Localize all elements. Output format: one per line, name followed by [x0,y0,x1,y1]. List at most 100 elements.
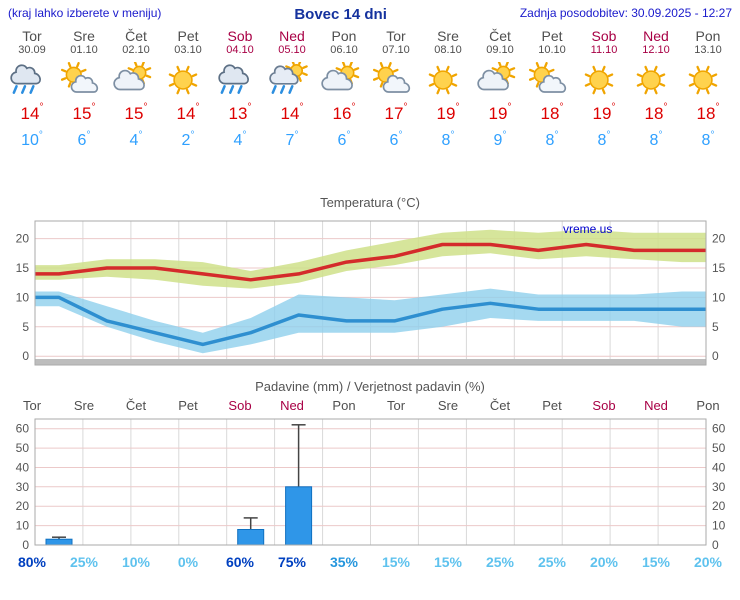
temp-ytick-left: 5 [22,320,29,334]
precip-bar [285,486,313,546]
day-date: 04.10 [226,44,254,56]
temperature-chart: 0 0 5 5 10 10 15 15 20 20 vreme.us [16,220,726,366]
forecast-day-30.09[interactable]: Tor 30.09 14° 10° [6,23,58,151]
precip-day-label: Tor [386,398,406,413]
temp-max: 17° [384,102,408,124]
day-name: Sob [227,28,253,44]
precip-day-label: Ned [280,398,304,413]
day-date: 03.10 [174,44,202,56]
precip-ytick-right: 10 [712,519,726,533]
precip-probability: 35% [329,554,359,570]
forecast-day-08.10[interactable]: Sre 08.10 19° 8° [422,23,474,151]
temp-max: 18° [644,102,668,124]
temp-min: 8° [441,130,455,150]
day-name: Sob [591,28,617,44]
precip-probability: 15% [433,554,463,570]
precip-day-label: Čet [125,398,147,413]
precip-day-label: Sob [228,398,252,413]
temp-max: 14° [176,102,200,124]
page-title: Bovec 14 dni [294,6,387,23]
day-name: Sre [73,28,95,44]
forecast-day-05.10[interactable]: Ned 05.10 14° 7° [266,23,318,151]
day-date: 12.10 [642,44,670,56]
day-date: 11.10 [590,44,618,56]
temperature-chart-title: Temperatura (°C) [320,195,420,210]
sunny-icon [630,62,682,100]
forecast-day-07.10[interactable]: Tor 07.10 17° 6° [370,23,422,151]
precip-probability: 25% [537,554,567,570]
temp-min: 8° [649,130,663,150]
forecast-day-09.10[interactable]: Čet 09.10 19° 9° [474,23,526,151]
precip-day-label: Pet [178,398,198,413]
temp-ytick-right: 15 [712,261,726,275]
precip-ytick-right: 50 [712,441,726,455]
precip-ytick-right: 0 [712,538,719,552]
day-name: Pon [695,28,721,44]
day-date: 13.10 [694,44,722,56]
day-name: Pet [541,28,563,44]
menu-hint: (kraj lahko izberete v meniju) [8,6,162,20]
header: (kraj lahko izberete v meniju) Bovec 14 … [0,0,740,23]
cloud-sun-icon [318,62,370,100]
vreme-us-link[interactable]: vreme.us [563,222,612,236]
precip-probability: 20% [589,554,619,570]
temp-max: 19° [592,102,616,124]
day-date: 07.10 [382,44,410,56]
forecast-day-13.10[interactable]: Pon 13.10 18° 8° [682,23,734,151]
temp-max: 16° [332,102,356,124]
temp-max: 15° [124,102,148,124]
precip-day-label: Tor [22,398,42,413]
precip-ytick-left: 10 [16,519,30,533]
forecast-day-02.10[interactable]: Čet 02.10 15° 4° [110,23,162,151]
sunny-icon [682,62,734,100]
precipitation-chart-title: Padavine (mm) / Verjetnost padavin (%) [255,379,485,394]
day-name: Čet [489,28,511,44]
day-name: Pet [177,28,199,44]
cloud-sun-icon [474,62,526,100]
precip-probability: 20% [693,554,723,570]
temp-max: 18° [696,102,720,124]
forecast-day-12.10[interactable]: Ned 12.10 18° 8° [630,23,682,151]
temp-ytick-left: 10 [16,290,30,304]
rain-icon [214,62,266,100]
temp-max: 14° [20,102,44,124]
precip-day-label: Sre [73,398,95,413]
precip-ytick-left: 0 [22,538,29,552]
forecast-day-06.10[interactable]: Pon 06.10 16° 6° [318,23,370,151]
temp-min-line [35,295,706,347]
temp-max: 19° [436,102,460,124]
forecast-day-01.10[interactable]: Sre 01.10 15° 6° [58,23,110,151]
temp-ytick-right: 10 [712,290,726,304]
precip-ytick-left: 20 [16,499,30,513]
sunny-icon [578,62,630,100]
day-name: Pon [331,28,357,44]
sun-cloud-icon [370,62,422,100]
day-date: 05.10 [278,44,306,56]
precip-probability: 15% [381,554,411,570]
temp-min: 8° [545,130,559,150]
sun-rain-icon [266,62,318,100]
temp-ytick-left: 20 [16,232,30,246]
precip-day-label: Ned [644,398,668,413]
precip-ytick-left: 40 [16,460,30,474]
precipitation-day-labels: Tor Sre Čet Pet Sob Ned Pon Tor Sre Čet Pet Sob Ned P… [0,397,740,415]
day-date: 06.10 [330,44,358,56]
forecast-strip: Tor 30.09 14° 10° Sre 01.10 15° 6° Čet 02.10 15° 4°… [0,23,740,151]
forecast-day-11.10[interactable]: Sob 11.10 19° 8° [578,23,630,151]
forecast-day-03.10[interactable]: Pet 03.10 14° 2° [162,23,214,151]
day-date: 09.10 [486,44,514,56]
forecast-day-10.10[interactable]: Pet 10.10 18° 8° [526,23,578,151]
temp-max: 13° [228,102,252,124]
precip-probability: 25% [485,554,515,570]
sunny-icon [422,62,474,100]
last-update-timestamp: Zadnja posodobitev: 30.09.2025 - 12:27 [519,6,732,20]
forecast-day-04.10[interactable]: Sob 04.10 13° 4° [214,23,266,151]
precip-ytick-right: 40 [712,460,726,474]
day-date: 10.10 [538,44,566,56]
temp-max: 18° [540,102,564,124]
temp-min: 6° [337,130,351,150]
precip-day-label: Sre [437,398,459,413]
day-name: Ned [643,28,669,44]
temp-ytick-left: 0 [22,349,29,363]
precipitation-chart: 0 0 10 10 20 20 30 30 40 40 50 50 60 60 [16,418,726,552]
